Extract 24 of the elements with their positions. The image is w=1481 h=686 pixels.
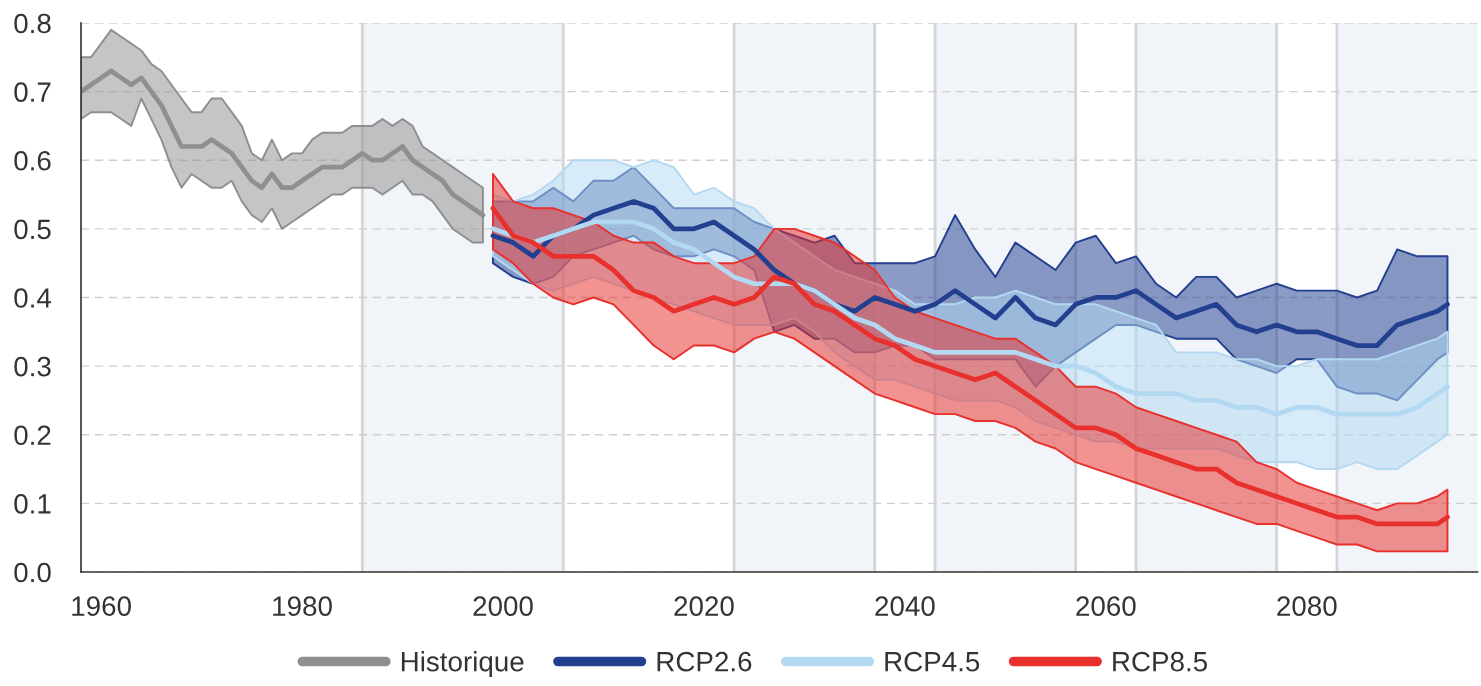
legend-label: RCP2.6 — [657, 651, 752, 672]
legend-label: Historique — [401, 651, 524, 677]
y-tick-label: 0.6 — [14, 150, 51, 171]
line-series — [81, 68, 486, 218]
y-tick-label: 0.3 — [14, 356, 51, 377]
y-tick-label: 0.8 — [14, 13, 51, 34]
line-series — [490, 199, 1450, 348]
y-tick-label: 0.5 — [14, 219, 51, 240]
x-tick-label: 2020 — [674, 596, 734, 616]
x-tick-label: 2000 — [473, 596, 533, 616]
x-tick-label: 2060 — [1076, 596, 1136, 616]
x-tick-label: 1960 — [72, 596, 131, 616]
legend-label: RCP4.5 — [885, 651, 980, 672]
x-tick-label: 2080 — [1277, 596, 1337, 616]
x-tick-label: 2040 — [875, 596, 935, 616]
line-series — [490, 219, 1450, 417]
y-tick-label: 0.1 — [14, 494, 51, 514]
y-tick-label: 0.0 — [14, 562, 51, 583]
x-tick-label: 1980 — [273, 596, 332, 616]
y-tick-label: 0.2 — [14, 425, 51, 446]
y-tick-label: 0.7 — [14, 82, 51, 102]
line-series — [490, 205, 1450, 527]
legend-label: RCP8.5 — [1113, 651, 1208, 672]
y-tick-label: 0.4 — [14, 288, 52, 308]
